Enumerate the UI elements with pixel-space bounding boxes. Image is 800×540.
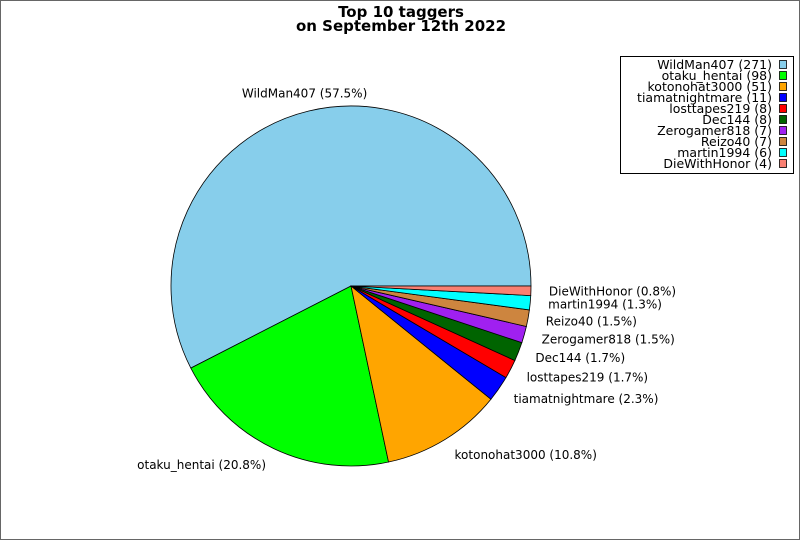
chart-title-line-1: Top 10 taggers: [338, 3, 464, 21]
legend-swatch: [779, 115, 787, 124]
slice-label: Reizo40 (1.5%): [546, 314, 637, 328]
legend-swatch: [779, 137, 787, 146]
pie-slice-kotonohat3000: [350, 284, 492, 463]
legend-swatch: [779, 60, 787, 69]
pie-slice-diewithhonor: [350, 285, 532, 297]
legend-swatch: [779, 159, 787, 168]
legend-box: [620, 56, 794, 174]
legend-swatch: [779, 71, 787, 80]
legend-label: otaku_hentai (98): [662, 68, 772, 83]
slice-label: losttapes219 (1.7%): [527, 370, 649, 384]
legend-label: tiamatnightmare (11): [637, 90, 772, 105]
pie-slice-wildman407: [170, 105, 532, 369]
slice-label: otaku_hentai (20.8%): [137, 458, 266, 472]
legend-label: Dec144 (8): [702, 112, 772, 127]
legend-label: WildMan407 (271): [657, 57, 772, 72]
legend-swatch: [779, 93, 787, 102]
legend-label: martin1994 (6): [677, 145, 772, 160]
slice-label: DieWithHonor (0.8%): [549, 284, 676, 298]
legend-swatch: [779, 126, 787, 135]
legend-swatch: [779, 104, 787, 113]
slice-label: kotonohat3000 (10.8%): [455, 448, 597, 462]
legend-label: Zerogamer818 (7): [657, 123, 772, 138]
slice-label: martin1994 (1.3%): [548, 297, 662, 311]
legend: WildMan407 (271)otaku_hentai (98)kotonoh…: [620, 56, 794, 174]
slice-label: tiamatnightmare (2.3%): [514, 392, 659, 406]
legend-label: Reizo40 (7): [701, 134, 772, 149]
pie-slice-otaku-hentai: [190, 285, 390, 467]
legend-swatch: [779, 82, 787, 91]
chart-title-line-2: on September 12th 2022: [296, 17, 506, 35]
slice-label: Zerogamer818 (1.5%): [542, 332, 675, 346]
slice-label: Dec144 (1.7%): [535, 351, 625, 365]
slice-label: WildMan407 (57.5%): [242, 87, 367, 101]
legend-swatch: [779, 148, 787, 157]
legend-label: losttapes219 (8): [669, 101, 772, 116]
legend-label: kotonohat3000 (51): [648, 79, 773, 94]
legend-label: DieWithHonor (4): [663, 156, 772, 171]
